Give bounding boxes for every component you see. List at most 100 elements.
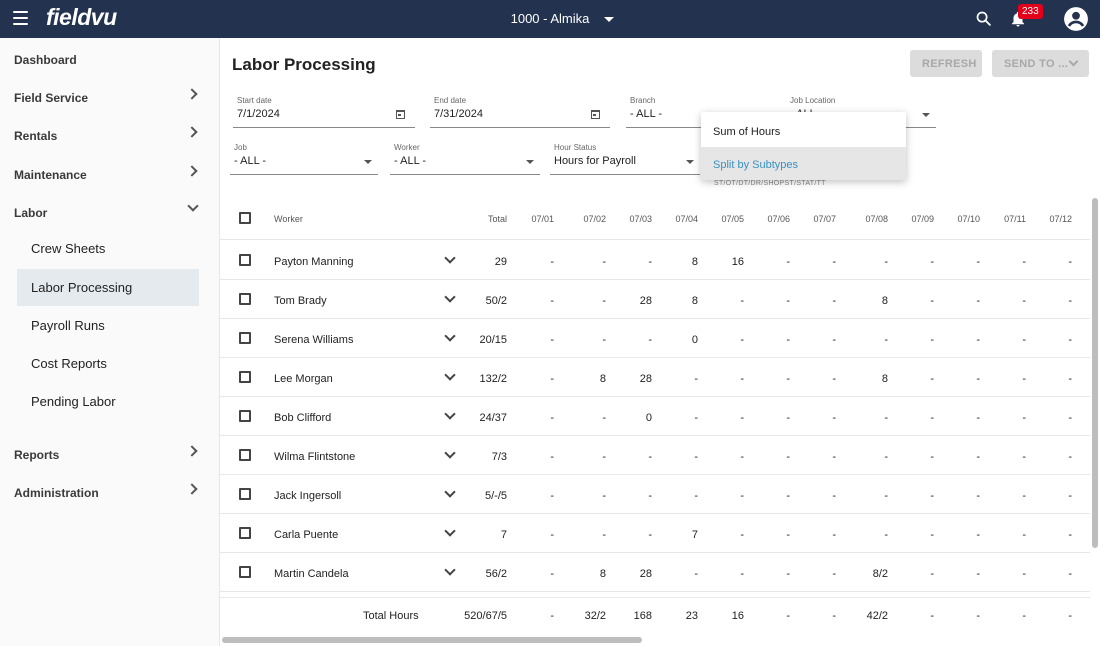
- sidebar-item-labor[interactable]: Labor: [0, 193, 218, 229]
- table-row[interactable]: Bob Clifford 24/37 - - 0 - - - - - - - - -: [220, 397, 1090, 436]
- select-all-checkbox[interactable]: [239, 212, 251, 224]
- row-checkbox[interactable]: [239, 527, 251, 539]
- column-header-date[interactable]: 07/11: [1004, 214, 1026, 224]
- table-row[interactable]: Lee Morgan 132/2 - 8 28 - - - - 8 - - - -: [220, 358, 1090, 397]
- table-row[interactable]: Serena Williams 20/15 - - - 0 - - - - - - - -: [220, 319, 1090, 358]
- sidebar-subitem-payroll-runs[interactable]: Payroll Runs: [17, 307, 199, 344]
- worker-select[interactable]: Worker - ALL -: [390, 143, 540, 175]
- day-hours-cell[interactable]: -: [832, 568, 836, 580]
- sidebar-subitem-crew-sheets[interactable]: Crew Sheets: [17, 230, 199, 267]
- day-hours-cell[interactable]: -: [694, 412, 698, 424]
- day-hours-cell[interactable]: -: [884, 412, 888, 424]
- column-header-date[interactable]: 07/08: [865, 214, 888, 224]
- day-hours-cell[interactable]: -: [832, 451, 836, 463]
- day-hours-cell[interactable]: -: [550, 412, 554, 424]
- day-hours-cell[interactable]: -: [550, 256, 554, 268]
- day-hours-cell[interactable]: -: [1022, 412, 1026, 424]
- horizontal-scrollbar-thumb[interactable]: [222, 637, 642, 643]
- row-checkbox[interactable]: [239, 566, 251, 578]
- day-hours-cell[interactable]: 28: [639, 568, 652, 580]
- day-hours-cell[interactable]: -: [976, 568, 980, 580]
- day-hours-cell[interactable]: -: [930, 373, 934, 385]
- row-checkbox[interactable]: [239, 293, 251, 305]
- day-hours-cell[interactable]: -: [832, 295, 836, 307]
- day-hours-cell[interactable]: -: [648, 451, 652, 463]
- app-logo[interactable]: fieldvu: [46, 4, 117, 30]
- expand-row-chevron-icon[interactable]: [444, 525, 456, 537]
- day-hours-cell[interactable]: -: [976, 529, 980, 541]
- hour-status-select[interactable]: Hour Status Hours for Payroll: [550, 143, 700, 175]
- day-hours-cell[interactable]: -: [602, 451, 606, 463]
- column-header-date[interactable]: 07/06: [767, 214, 790, 224]
- day-hours-cell[interactable]: -: [1022, 295, 1026, 307]
- day-hours-cell[interactable]: -: [832, 334, 836, 346]
- day-hours-cell[interactable]: -: [550, 568, 554, 580]
- day-hours-cell[interactable]: 8: [599, 568, 606, 580]
- vertical-scrollbar[interactable]: [1091, 198, 1099, 636]
- day-hours-cell[interactable]: -: [930, 295, 934, 307]
- horizontal-scrollbar[interactable]: [220, 636, 1090, 644]
- search-icon[interactable]: [975, 10, 992, 27]
- day-hours-cell[interactable]: -: [884, 490, 888, 502]
- day-hours-cell[interactable]: -: [1068, 256, 1072, 268]
- table-row[interactable]: Jack Ingersoll 5/-/5 - - - - - - - - - - - -: [220, 475, 1090, 514]
- day-hours-cell[interactable]: -: [884, 334, 888, 346]
- day-hours-cell[interactable]: -: [1068, 529, 1072, 541]
- day-hours-cell[interactable]: -: [1022, 256, 1026, 268]
- day-hours-cell[interactable]: -: [550, 334, 554, 346]
- sidebar-item-maintenance[interactable]: Maintenance: [0, 155, 218, 191]
- sidebar-subitem-pending-labor[interactable]: Pending Labor: [17, 383, 199, 420]
- row-checkbox[interactable]: [239, 254, 251, 266]
- day-hours-cell[interactable]: -: [694, 568, 698, 580]
- day-hours-cell[interactable]: -: [930, 490, 934, 502]
- day-hours-cell[interactable]: 0: [645, 412, 652, 424]
- calendar-icon[interactable]: [591, 110, 600, 119]
- day-hours-cell[interactable]: -: [930, 334, 934, 346]
- day-hours-cell[interactable]: -: [786, 529, 790, 541]
- day-hours-cell[interactable]: -: [694, 490, 698, 502]
- day-hours-cell[interactable]: -: [1068, 373, 1072, 385]
- column-header-date[interactable]: 07/04: [675, 214, 698, 224]
- day-hours-cell[interactable]: -: [786, 373, 790, 385]
- day-hours-cell[interactable]: -: [1068, 334, 1072, 346]
- day-hours-cell[interactable]: -: [832, 373, 836, 385]
- account-circle-icon[interactable]: [1063, 6, 1089, 32]
- column-header-date[interactable]: 07/10: [957, 214, 980, 224]
- day-hours-cell[interactable]: 7: [691, 529, 698, 541]
- day-hours-cell[interactable]: -: [648, 334, 652, 346]
- expand-row-chevron-icon[interactable]: [444, 252, 456, 264]
- expand-row-chevron-icon[interactable]: [444, 447, 456, 459]
- column-header-date[interactable]: 07/05: [721, 214, 744, 224]
- table-row[interactable]: Martin Candela 56/2 - 8 28 - - - - 8/2 - - - -: [220, 553, 1090, 592]
- day-hours-cell[interactable]: -: [1022, 334, 1026, 346]
- day-hours-cell[interactable]: -: [550, 529, 554, 541]
- day-hours-cell[interactable]: -: [976, 373, 980, 385]
- row-checkbox[interactable]: [239, 332, 251, 344]
- day-hours-cell[interactable]: -: [786, 451, 790, 463]
- day-hours-cell[interactable]: 8: [691, 256, 698, 268]
- day-hours-cell[interactable]: -: [786, 334, 790, 346]
- branch-select[interactable]: Branch - ALL -: [626, 96, 771, 128]
- expand-row-chevron-icon[interactable]: [444, 369, 456, 381]
- day-hours-cell[interactable]: -: [648, 490, 652, 502]
- job-select[interactable]: Job - ALL -: [230, 143, 378, 175]
- day-hours-cell[interactable]: -: [740, 529, 744, 541]
- refresh-button[interactable]: REFRESH: [910, 50, 982, 77]
- end-date-field[interactable]: End date 7/31/2024: [430, 96, 610, 128]
- day-hours-cell[interactable]: -: [694, 451, 698, 463]
- day-hours-cell[interactable]: -: [602, 334, 606, 346]
- column-header-date[interactable]: 07/12: [1049, 214, 1072, 224]
- day-hours-cell[interactable]: -: [550, 373, 554, 385]
- table-row[interactable]: Tom Brady 50/2 - - 28 8 - - - 8 - - - -: [220, 280, 1090, 319]
- sidebar-subitem-labor-processing[interactable]: Labor Processing: [17, 269, 199, 306]
- column-header-total[interactable]: Total: [487, 214, 507, 224]
- day-hours-cell[interactable]: -: [602, 412, 606, 424]
- day-hours-cell[interactable]: -: [694, 373, 698, 385]
- day-hours-cell[interactable]: -: [602, 490, 606, 502]
- send-to-button[interactable]: SEND TO ...: [992, 50, 1089, 77]
- day-hours-cell[interactable]: -: [1068, 295, 1072, 307]
- day-hours-cell[interactable]: 0: [691, 334, 698, 346]
- day-hours-cell[interactable]: -: [832, 412, 836, 424]
- day-hours-cell[interactable]: -: [550, 295, 554, 307]
- sidebar-item-field-service[interactable]: Field Service: [0, 78, 218, 114]
